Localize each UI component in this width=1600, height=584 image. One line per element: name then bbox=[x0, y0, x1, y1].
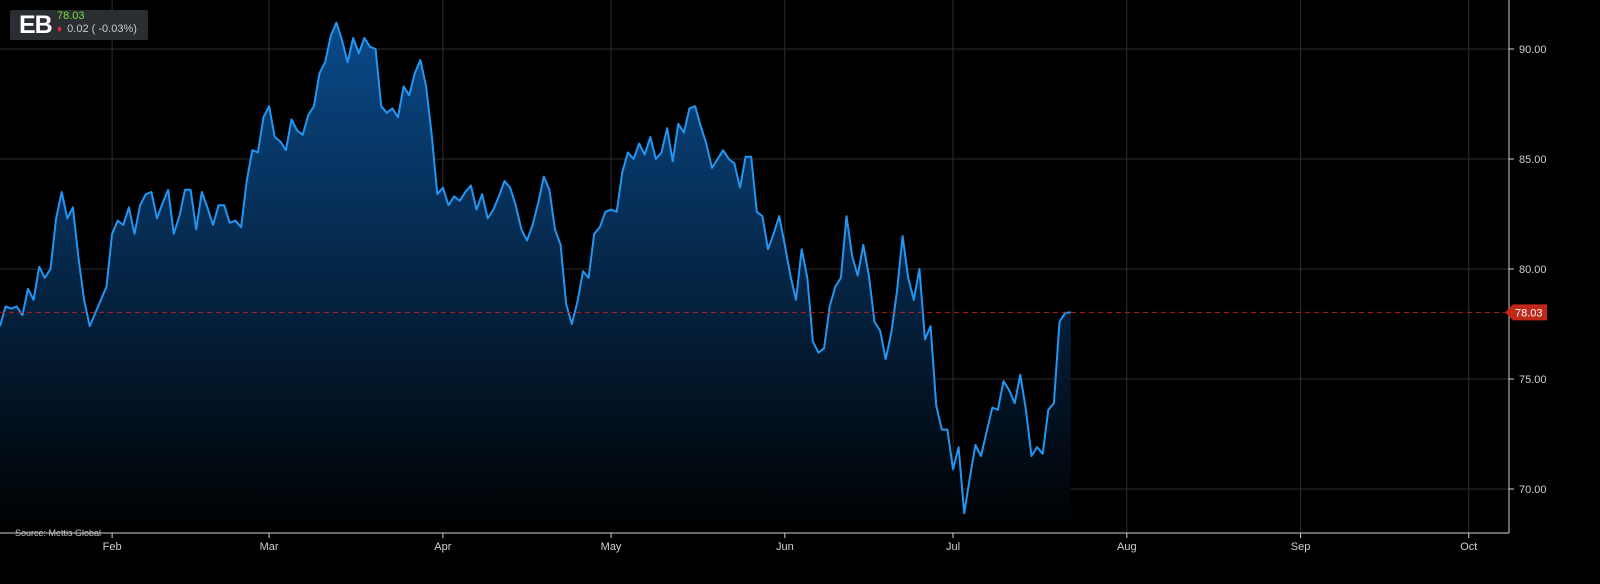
down-triangle-icon: ♦ bbox=[57, 24, 63, 35]
x-tick-label: Apr bbox=[434, 541, 451, 553]
change-percent: ( -0.03%) bbox=[91, 23, 137, 35]
price-area-fill bbox=[0, 22, 1071, 533]
x-tick-label: Oct bbox=[1460, 541, 1477, 553]
x-tick-label: Jun bbox=[776, 541, 794, 553]
last-price-label: 78.03 bbox=[1515, 307, 1543, 319]
change-value: 0.02 bbox=[67, 23, 89, 35]
x-axis-ticks: Feb Mar Apr May Jun Jul Aug Sep Oct bbox=[103, 533, 1477, 553]
price-line bbox=[0, 21, 1071, 515]
y-tick-label: 90.00 bbox=[1519, 44, 1547, 56]
source-credit: Source: Mettis Global bbox=[15, 528, 102, 538]
ticker-symbol: EB bbox=[19, 11, 53, 39]
y-tick-label: 80.00 bbox=[1519, 264, 1547, 276]
ticker-box: EB 78.03 ♦ 0.02 ( -0.03%) bbox=[10, 10, 148, 40]
x-tick-label: Mar bbox=[260, 541, 279, 553]
last-price-badge: 78.03 bbox=[1505, 304, 1547, 321]
ticker-change: ♦ 0.02 ( -0.03%) bbox=[57, 23, 137, 35]
ticker-price: 78.03 bbox=[57, 10, 85, 22]
last-price-badge-shape bbox=[1505, 304, 1547, 321]
x-tick-label: Sep bbox=[1291, 541, 1311, 553]
x-tick-label: Aug bbox=[1117, 541, 1137, 553]
x-tick-label: Feb bbox=[103, 541, 122, 553]
x-tick-label: Jul bbox=[946, 541, 960, 553]
y-tick-label: 75.00 bbox=[1519, 374, 1547, 386]
y-tick-label: 70.00 bbox=[1519, 484, 1547, 496]
y-tick-label: 85.00 bbox=[1519, 154, 1547, 166]
x-tick-label: May bbox=[601, 541, 622, 553]
y-axis-ticks: 70.00 75.00 80.00 85.00 90.00 bbox=[1509, 44, 1547, 496]
